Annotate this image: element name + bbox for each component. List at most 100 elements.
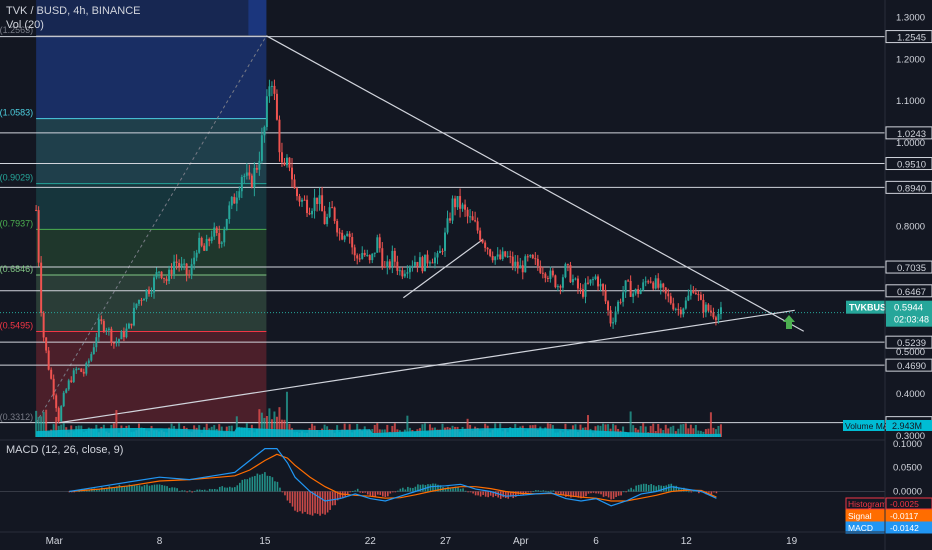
candle-body: [702, 299, 705, 313]
macd-histogram-bar: [156, 484, 158, 492]
volume-indicator-label[interactable]: Vol (20): [6, 19, 44, 31]
macd-histogram-bar: [216, 489, 219, 492]
fibonacci-retracement[interactable]: [35, 0, 267, 424]
candle-body: [602, 284, 605, 290]
macd-histogram-bar: [354, 490, 357, 492]
macd-histogram-bar: [632, 489, 635, 492]
horizontal-levels[interactable]: [0, 36, 885, 424]
volume-bar: [639, 426, 642, 437]
candle-body: [67, 380, 70, 390]
macd-histogram-bar: [171, 487, 173, 492]
macd-histogram-bar: [186, 491, 188, 493]
candle-body: [709, 310, 712, 313]
macd-histogram-bar: [103, 488, 106, 492]
date-tick-label: 22: [365, 536, 377, 547]
macd-histogram-bar: [334, 491, 336, 506]
fib-zone: [36, 274, 267, 332]
macd-histogram-bar: [414, 486, 417, 492]
macd-histogram-bar: [181, 490, 183, 492]
volume-bar: [664, 424, 667, 437]
macd-histogram-bar: [151, 485, 153, 492]
candle-body: [77, 368, 80, 370]
candle-body: [426, 254, 429, 264]
macd-histogram-bar: [542, 490, 545, 492]
candle-body: [318, 195, 321, 205]
volume-bar: [719, 424, 722, 437]
macd-line: [69, 448, 717, 507]
macd-histogram-bar: [504, 491, 507, 499]
candle-body: [672, 303, 675, 310]
time-axis[interactable]: Mar 8 15 22 27 Apr 6 12 19: [0, 531, 885, 547]
volume-bar: [687, 428, 690, 437]
macd-histogram-bar: [607, 491, 610, 498]
macd-histogram-bar: [693, 490, 695, 492]
macd-histogram-bar: [319, 491, 321, 516]
macd-histogram-bar: [650, 484, 653, 492]
candle-body: [351, 237, 354, 248]
macd-histogram-bar: [582, 491, 585, 497]
macd-histogram-bar: [314, 491, 316, 514]
candle-body: [326, 216, 329, 225]
candle-body: [684, 300, 687, 309]
candle-body: [401, 270, 404, 277]
candle-body: [612, 322, 615, 324]
macd-histogram-bar: [266, 475, 269, 492]
macd-readout-value-tag: [885, 509, 932, 522]
fib-level-label: 0.786(1.0583): [0, 108, 33, 118]
candle-body: [652, 282, 655, 289]
macd-readout-name: Signal: [848, 511, 872, 521]
candle-body: [444, 232, 447, 251]
volume-bar: [614, 425, 617, 437]
macd-histogram-bar: [208, 488, 211, 492]
candle-body: [278, 119, 281, 153]
candle-body: [584, 282, 587, 297]
macd-histogram-bar: [168, 487, 171, 492]
macd-histogram-bar: [708, 491, 710, 493]
volume-bar: [652, 423, 655, 437]
descending-trendline: [266, 35, 805, 332]
price-axis[interactable]: 1.30001.20001.10001.00000.90000.80000.70…: [843, 13, 932, 534]
macd-histogram-bar: [349, 491, 351, 493]
macd-histogram-bar: [123, 486, 126, 492]
candle-body: [296, 188, 299, 197]
macd-histogram-bar: [299, 491, 301, 512]
candle-body: [504, 251, 507, 257]
candle-body: [634, 289, 637, 294]
macd-indicator-label[interactable]: MACD (12, 26, close, 9): [6, 444, 124, 456]
trendlines[interactable]: [58, 35, 805, 424]
symbol-tag: [846, 300, 886, 314]
macd-histogram-bar: [715, 491, 718, 494]
candle-body: [47, 350, 50, 370]
macd-histogram-bar: [672, 485, 675, 492]
macd-histogram-bar: [361, 491, 364, 493]
price-tick-label: 0.4000: [896, 389, 925, 400]
candle-body: [669, 296, 672, 304]
candle-body: [418, 257, 421, 267]
candle-body: [225, 219, 228, 231]
macd-histogram-bar: [269, 476, 271, 492]
macd-histogram-bar: [336, 491, 339, 501]
macd-histogram-bar: [286, 491, 289, 501]
macd-histogram-bar: [497, 491, 499, 498]
macd-histogram-bar: [143, 485, 146, 492]
volume-bar: [285, 391, 288, 437]
candle-body: [677, 308, 680, 310]
macd-histogram-bar: [545, 490, 547, 492]
volume-ma-tag: [843, 420, 885, 431]
candle-body: [474, 220, 477, 222]
candle-body: [40, 262, 43, 313]
macd-histogram-bar: [193, 490, 196, 492]
volume-bar: [602, 423, 605, 437]
candle-body: [268, 86, 271, 97]
level-price-tag: [885, 260, 932, 274]
macd-histogram-bar: [384, 491, 387, 498]
volume-bar: [682, 424, 685, 437]
candle-body: [667, 293, 670, 297]
candle-body: [87, 360, 90, 364]
candle-body: [391, 250, 394, 267]
macd-histogram-bar: [241, 479, 244, 492]
volume-bar: [265, 416, 268, 437]
macd-histogram-bar: [439, 485, 442, 492]
candle-body: [301, 199, 304, 202]
